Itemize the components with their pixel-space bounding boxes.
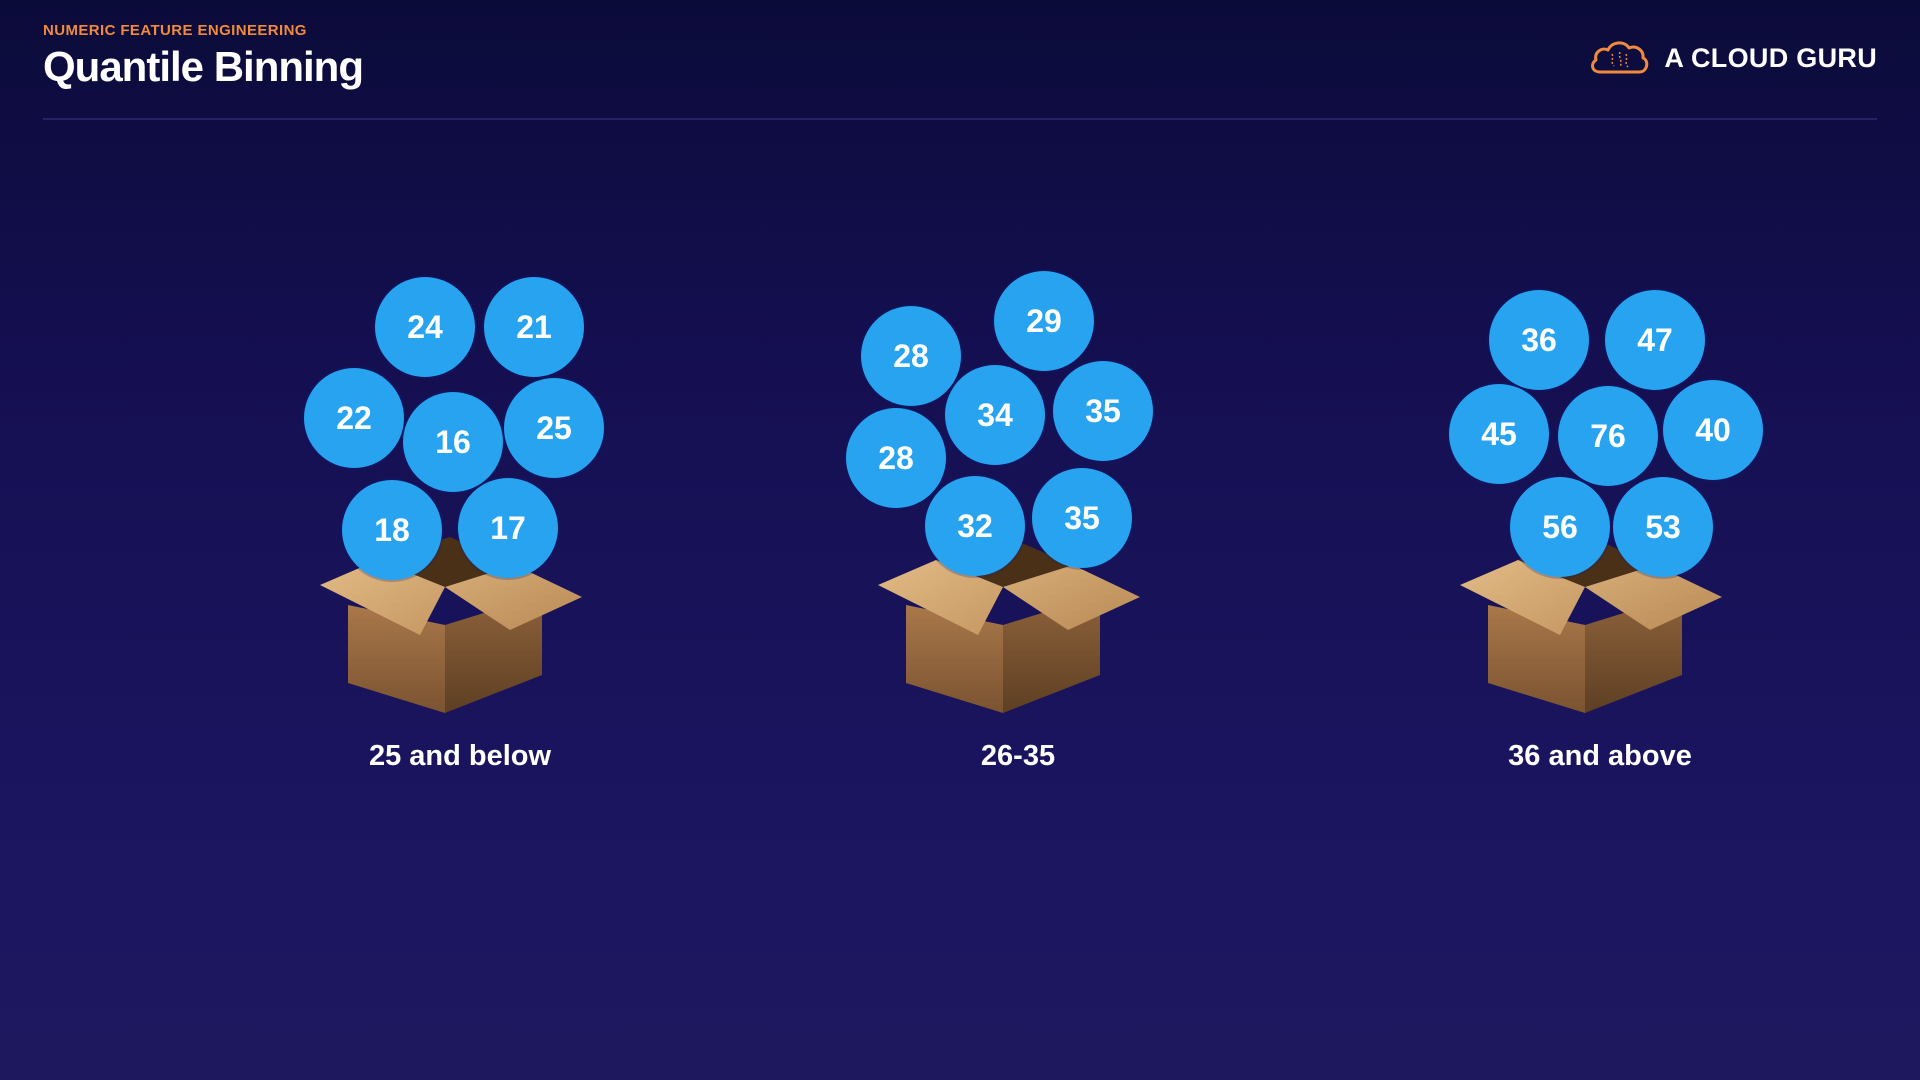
value-ball: 22 <box>304 368 404 468</box>
page-title: Quantile Binning <box>43 43 364 90</box>
bin-low: 24 21 22 16 25 18 17 25 and below <box>290 260 630 800</box>
value-ball: 21 <box>484 277 584 377</box>
header-divider <box>43 118 1877 120</box>
value-ball: 76 <box>1558 386 1658 486</box>
value-ball: 16 <box>403 392 503 492</box>
bin-label: 25 and below <box>368 740 552 772</box>
value-ball: 53 <box>1613 477 1713 577</box>
value-ball: 47 <box>1605 290 1705 390</box>
cloud-icon <box>1591 41 1649 74</box>
value-ball: 45 <box>1449 384 1549 484</box>
header: NUMERIC FEATURE ENGINEERING Quantile Bin… <box>43 22 364 91</box>
bin-label: 26-35 <box>980 740 1056 772</box>
bin-mid: 29 28 34 35 28 32 35 26-35 <box>846 260 1188 800</box>
value-ball: 29 <box>994 271 1094 371</box>
value-ball: 40 <box>1663 380 1763 480</box>
value-ball: 32 <box>925 476 1025 576</box>
bin-label: 36 and above <box>1508 740 1692 772</box>
value-ball: 35 <box>1032 468 1132 568</box>
value-ball: 35 <box>1053 361 1153 461</box>
value-ball: 24 <box>375 277 475 377</box>
value-ball: 25 <box>504 378 604 478</box>
value-ball: 28 <box>846 408 946 508</box>
value-ball: 34 <box>945 365 1045 465</box>
section-eyebrow: NUMERIC FEATURE ENGINEERING <box>43 22 307 39</box>
value-ball: 56 <box>1510 477 1610 577</box>
bin-high: 36 47 45 76 40 56 53 36 and above <box>1430 260 1770 800</box>
value-ball: 36 <box>1489 290 1589 390</box>
box-icon <box>320 537 582 713</box>
brand-logo: A CLOUD GURU <box>1588 38 1877 78</box>
value-ball: 18 <box>342 480 442 580</box>
box-icon <box>878 537 1140 713</box>
value-ball: 28 <box>861 306 961 406</box>
brand-name: A CLOUD GURU <box>1664 42 1877 73</box>
value-ball: 17 <box>458 478 558 578</box>
